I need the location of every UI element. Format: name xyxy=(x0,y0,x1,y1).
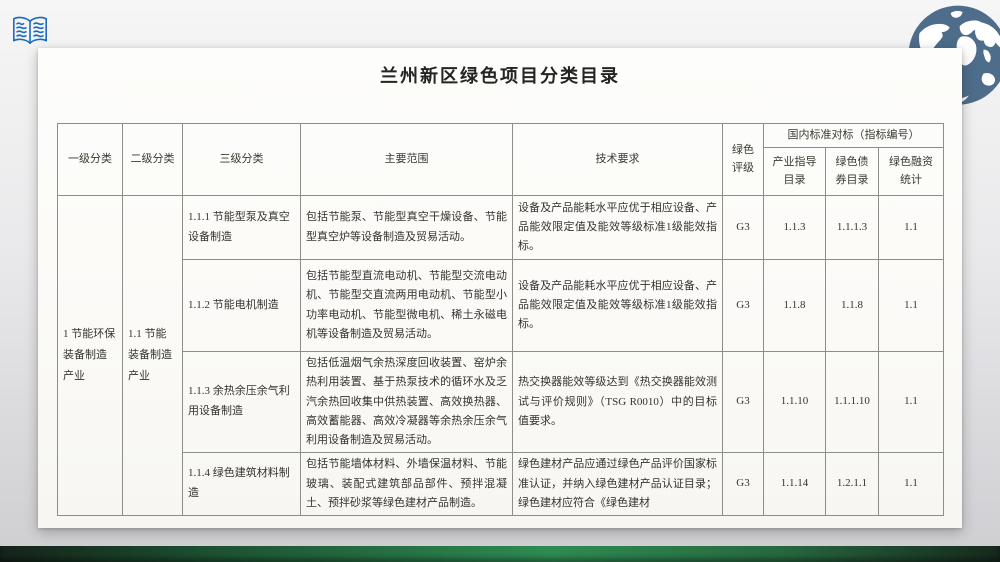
cell-rating: G3 xyxy=(722,350,764,454)
cell-category: 1.1.4 绿色建筑材料制造 xyxy=(182,452,301,516)
cell-bond-catalog: 1.1.8 xyxy=(825,259,879,352)
cell-scope: 包括低温烟气余热深度回收装置、窑炉余热利用装置、基于热泵技术的循环水及乏汽余热回… xyxy=(300,350,513,454)
table-subheader-row: 产业指导目录 绿色债券目录 绿色融资统计 xyxy=(58,147,945,196)
header-rating: 绿色评级 xyxy=(722,123,764,196)
cell-bond-catalog: 1.1.1.10 xyxy=(825,350,879,454)
header-standards-group: 国内标准对标（指标编号） xyxy=(762,123,945,148)
cell-bond-catalog: 1.2.1.1 xyxy=(825,452,879,516)
cell-finance-stat: 1.1 xyxy=(877,350,945,454)
table-header-row: 一级分类 二级分类 三级分类 主要范围 技术要求 绿色评级 国内标准对标（指标编… xyxy=(57,123,945,196)
header-finance-stat: 绿色融资统计 xyxy=(877,147,945,196)
cell-scope: 包括节能型直流电动机、节能型交流电动机、节能型交直流两用电动机、节能型小功率电动… xyxy=(300,259,513,352)
bottom-accent-bar xyxy=(0,546,1000,562)
cell-scope: 包括节能泵、节能型真空干燥设备、节能型真空炉等设备制造及贸易活动。 xyxy=(300,195,513,260)
cell-tech: 绿色建材产品应通过绿色产品评价国家标准认证，并纳入绿色建材产品认证目录；绿色建材… xyxy=(512,452,723,516)
classification-table: 一级分类 二级分类 三级分类 主要范围 技术要求 绿色评级 国内标准对标（指标编… xyxy=(57,123,945,516)
cell-category: 1.1.1 节能型泵及真空设备制造 xyxy=(182,195,301,260)
document-page: 兰州新区绿色项目分类目录 一级分类 二级分类 三级分类 主要范围 技术要求 绿色… xyxy=(38,48,962,528)
cell-bond-catalog: 1.1.1.3 xyxy=(825,195,879,260)
cell-rating: G3 xyxy=(722,259,764,352)
cell-tech: 设备及产品能耗水平应优于相应设备、产品能效限定值及能效等级标准1级能效指标。 xyxy=(512,259,723,352)
cell-category: 1.1.3 余热余压余气利用设备制造 xyxy=(182,350,301,454)
table-row: 1 节能环保装备制造产业 1.1 节能装备制造产业 1.1.1 节能型泵及真空设… xyxy=(57,195,945,516)
cell-industry-catalog: 1.1.8 xyxy=(763,259,826,352)
table-row: 1.1.2 节能电机制造 包括节能型直流电动机、节能型交流电动机、节能型交直流两… xyxy=(58,259,945,352)
cell-scope: 包括节能墙体材料、外墙保温材料、节能玻璃、装配式建筑部品部件、预拌混凝土、预拌砂… xyxy=(300,452,513,516)
cell-level1: 1 节能环保装备制造产业 xyxy=(57,195,123,516)
cell-rating: G3 xyxy=(722,195,764,260)
cell-finance-stat: 1.1 xyxy=(877,259,945,352)
header-bond-catalog: 绿色债券目录 xyxy=(825,147,879,196)
header-level2: 二级分类 xyxy=(122,123,183,196)
header-industry-catalog: 产业指导目录 xyxy=(763,147,826,196)
cell-level2: 1.1 节能装备制造产业 xyxy=(122,195,183,516)
page-title: 兰州新区绿色项目分类目录 xyxy=(380,66,620,86)
cell-finance-stat: 1.1 xyxy=(877,452,945,516)
header-level3: 三级分类 xyxy=(182,123,301,196)
cell-industry-catalog: 1.1.10 xyxy=(763,350,826,454)
cell-rating: G3 xyxy=(722,452,764,516)
cell-tech: 热交换器能效等级达到《热交换器能效测试与评价规则》（TSG R0010）中的目标… xyxy=(512,350,723,454)
cell-category: 1.1.2 节能电机制造 xyxy=(182,259,301,352)
header-level1: 一级分类 xyxy=(57,123,123,196)
open-book-icon xyxy=(10,14,50,48)
cell-industry-catalog: 1.1.14 xyxy=(763,452,826,516)
cell-tech: 设备及产品能耗水平应优于相应设备、产品能效限定值及能效等级标准1级能效指标。 xyxy=(512,195,723,260)
cell-industry-catalog: 1.1.3 xyxy=(763,195,826,260)
header-scope: 主要范围 xyxy=(300,123,513,196)
cell-finance-stat: 1.1 xyxy=(877,195,945,260)
table-row: 1.1.3 余热余压余气利用设备制造 包括低温烟气余热深度回收装置、窑炉余热利用… xyxy=(58,350,945,454)
header-tech: 技术要求 xyxy=(512,123,723,196)
table-row: 1.1.4 绿色建筑材料制造 包括节能墙体材料、外墙保温材料、节能玻璃、装配式建… xyxy=(58,452,945,516)
